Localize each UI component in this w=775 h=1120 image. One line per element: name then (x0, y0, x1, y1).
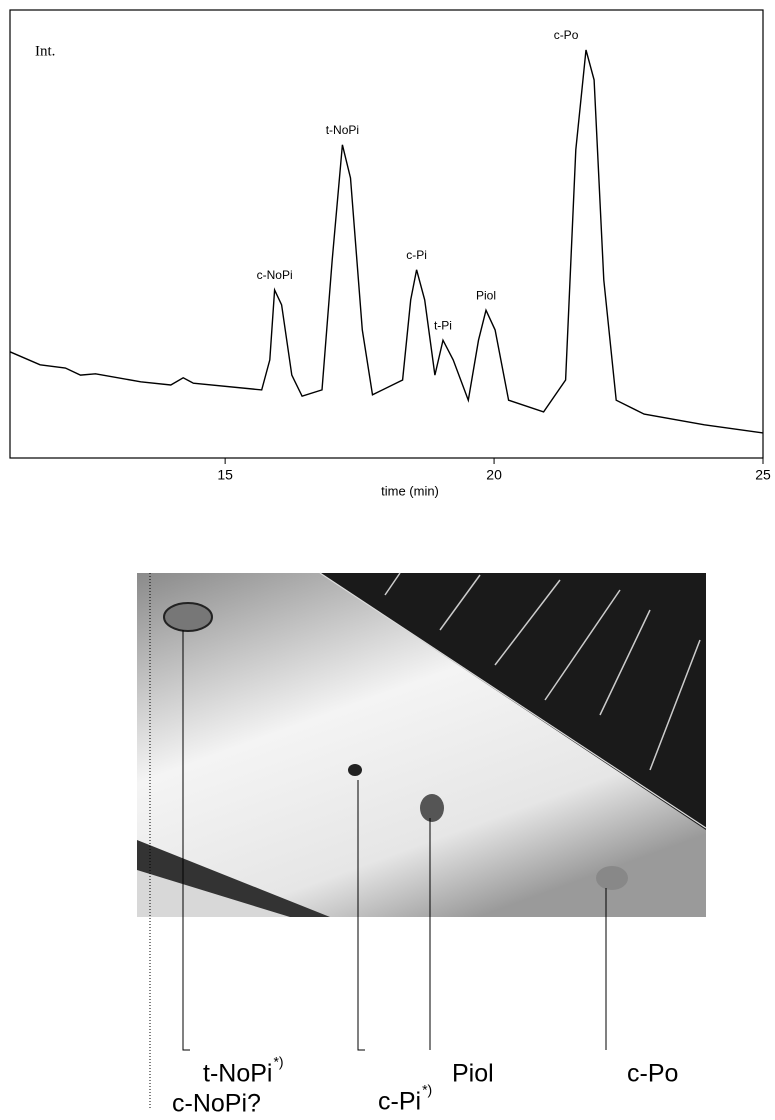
photo-edge-line (319, 572, 707, 829)
plot-frame (9, 9, 764, 459)
x-axis-label: time (min) (381, 483, 439, 498)
peak-label: t-NoPi (326, 123, 359, 137)
leader-lines (182, 630, 607, 1051)
inclusion (163, 602, 213, 632)
photo-label: c-Pi (378, 1088, 421, 1116)
photo (137, 572, 707, 1110)
photo-label: c-Po (627, 1060, 678, 1088)
photo-label: Piol (452, 1060, 494, 1088)
scale-lines (384, 572, 701, 771)
peak-label: c-NoPi (257, 268, 293, 282)
peak-label: t-Pi (434, 318, 452, 332)
peak-label: c-Pi (406, 248, 427, 262)
x-tick-label: 20 (486, 467, 502, 483)
photo-label-sup: *) (273, 1054, 283, 1070)
peak-label: Piol (476, 288, 496, 302)
photo-label: c-NoPi? (172, 1090, 261, 1118)
photo-label-sup: *) (422, 1082, 432, 1098)
y-axis-label: Int. (35, 43, 55, 59)
inclusion (596, 866, 628, 890)
trace (9, 49, 764, 434)
inclusion (348, 764, 362, 776)
x-tick-label: 25 (755, 467, 771, 483)
photo-shadow (137, 840, 330, 917)
inclusion (420, 794, 444, 822)
x-tick-label: 15 (217, 467, 233, 483)
photo-band (137, 573, 706, 917)
peak-label: c-Po (554, 28, 579, 42)
photo-label: t-NoPi (203, 1060, 272, 1088)
